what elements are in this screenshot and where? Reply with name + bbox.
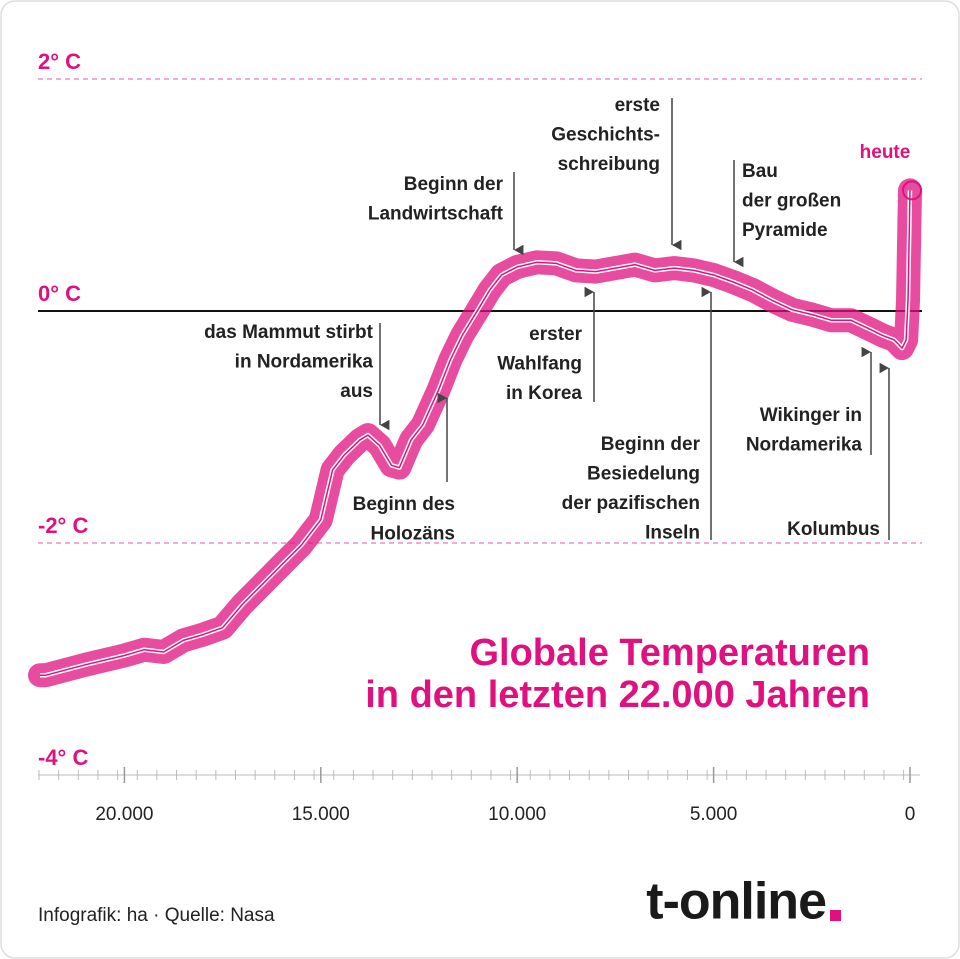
logo: t-online <box>646 873 826 931</box>
annotation: Nordamerika <box>746 435 863 456</box>
annotation: Wikinger in <box>760 405 862 426</box>
logo-dot <box>830 910 841 921</box>
annotation: Beginn der <box>601 434 701 455</box>
annotation: Holozäns <box>371 524 455 545</box>
annotation: Besiedelung <box>587 464 700 485</box>
annotation: erste <box>615 95 660 116</box>
y-tick-label: 0° C <box>38 281 81 306</box>
x-tick-label: 20.000 <box>95 804 153 825</box>
annotation: Beginn der <box>404 174 504 195</box>
annotation: der großen <box>742 191 841 212</box>
annotation: Bau <box>742 161 778 182</box>
source: Infografik: ha · Quelle: Nasa <box>38 905 275 926</box>
annotation: das Mammut stirbt <box>204 322 374 343</box>
chart-title: Globale Temperaturen <box>469 632 870 674</box>
today-marker <box>902 180 922 201</box>
annotation: Landwirtschaft <box>368 204 504 225</box>
annotation: aus <box>340 381 373 402</box>
annotation: schreibung <box>558 154 660 175</box>
annotation: Inseln <box>645 523 700 544</box>
annotation: Kolumbus <box>787 519 880 540</box>
y-tick-label: -4° C <box>38 745 88 770</box>
x-tick-label: 0 <box>905 804 916 825</box>
y-tick-label: -2° C <box>38 513 88 538</box>
x-tick-label: 15.000 <box>292 804 350 825</box>
annotation: Geschichts- <box>551 125 660 146</box>
annotation: Wahlfang <box>497 354 582 375</box>
annotation: Pyramide <box>742 220 828 241</box>
x-tick-label: 10.000 <box>488 804 546 825</box>
chart-title: in den letzten 22.000 Jahren <box>365 674 870 716</box>
plot: -4° C -2° C 0° C 2° C 20.000 15.000 10.000 5.00… <box>28 49 922 825</box>
annotation: Beginn des <box>353 494 455 515</box>
x-tick-label: 5.000 <box>690 804 738 825</box>
annotation: in Korea <box>506 383 582 404</box>
annotation: erster <box>529 324 582 345</box>
temperature-line-core <box>40 190 911 676</box>
y-tick-label: 2° C <box>38 49 81 74</box>
annotation: in Nordamerika <box>235 352 374 373</box>
annotation: heute <box>860 142 911 163</box>
annotation: der pazifischen <box>562 493 700 514</box>
